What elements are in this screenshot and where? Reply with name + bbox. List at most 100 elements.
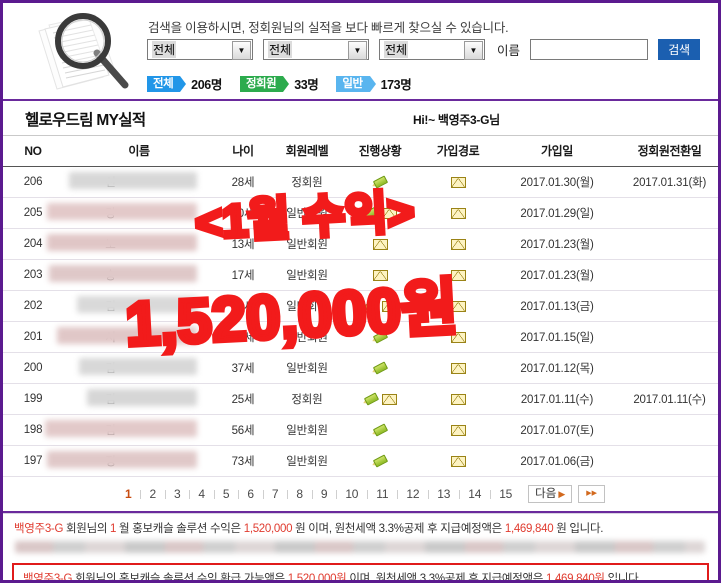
page-link-8[interactable]: 8 [287,487,311,501]
col-convertdate: 정회원전환일 [615,136,718,167]
envelope-icon[interactable] [381,393,397,405]
cell-no: 198 [3,414,63,446]
page-title: 헬로우드림 MY실적 [25,112,146,129]
envelope-icon[interactable] [450,176,466,188]
filter-select-1[interactable]: 전체 ▼ [147,39,253,60]
table-row[interactable]: 206 신 28세 정회원 2017.01.30(월) 2017.01.31(화) [3,166,718,198]
cell-path [417,445,499,477]
cell-path [417,352,499,384]
cell-joindate: 2017.01.23(월) [499,228,615,260]
table-row[interactable]: 198 김 56세 일반회원 2017.01.07(토) [3,414,718,446]
page-link-14[interactable]: 14 [459,487,490,501]
page-link-11[interactable]: 11 [367,487,397,501]
page-link-15[interactable]: 15 [490,487,521,501]
cell-joindate: 2017.01.13(금) [499,290,615,322]
cell-age: 21세 [215,290,271,322]
envelope-icon[interactable] [450,238,466,250]
cell-joindate: 2017.01.15(일) [499,321,615,353]
page-link-13[interactable]: 13 [428,487,459,501]
pencil-icon[interactable] [361,299,379,313]
cell-convertdate [615,321,718,353]
page-link-12[interactable]: 12 [397,487,428,501]
envelope-icon[interactable] [450,207,466,219]
chevron-down-icon[interactable]: ▼ [464,41,483,60]
search-button[interactable]: 검색 [658,39,701,60]
filter-select-2[interactable]: 전체 ▼ [263,39,369,60]
filter-select-3[interactable]: 전체 ▼ [379,39,485,60]
chevron-right-icon: ▶ [558,489,566,499]
col-age: 나이 [215,136,271,167]
table-row[interactable]: 202 김 21세 일반회원 2017.01.13(금) [3,290,718,322]
pencil-icon[interactable] [370,330,389,344]
cell-no: 197 [3,445,63,477]
envelope-icon[interactable] [450,331,466,343]
cell-joindate: 2017.01.29(일) [499,197,615,229]
next-page-button[interactable]: 다음 ▶ [528,485,573,503]
page-link-7[interactable]: 7 [262,487,287,501]
chevron-down-icon[interactable]: ▼ [348,41,367,60]
cell-path [417,321,499,353]
envelope-icon[interactable] [450,455,466,467]
page-link-4[interactable]: 4 [189,487,213,501]
envelope-icon[interactable] [381,300,397,312]
name-field-label: 이름 [497,44,521,58]
table-row[interactable]: 205 강 40세 일반회원 2017.01.29(일) [3,197,718,229]
name-search-input[interactable] [530,39,649,60]
envelope-icon[interactable] [450,362,466,374]
envelope-icon[interactable] [450,269,466,281]
pencil-icon[interactable] [361,392,379,406]
cell-age: 13세 [215,228,271,260]
col-level: 회원레벨 [271,136,343,167]
cell-joindate: 2017.01.12(목) [499,352,615,384]
table-row[interactable]: 203 송 17세 일반회원 2017.01.23(월) [3,259,718,291]
last-page-button[interactable]: ▶▶ [578,485,606,503]
page-link-10[interactable]: 10 [336,487,367,501]
redacted-name [47,234,197,251]
page-link-1[interactable]: 1 [124,487,132,501]
pencil-icon[interactable] [370,361,389,375]
cell-no: 199 [3,383,63,415]
envelope-icon[interactable] [450,393,466,405]
cell-no: 202 [3,290,63,322]
cell-level: 일반회원 [271,321,343,353]
col-progress: 진행상황 [343,136,417,167]
box-payout: 1,469,840원 [545,573,605,583]
chevron-down-icon[interactable]: ▼ [232,41,251,60]
page-link-3[interactable]: 3 [164,487,189,501]
envelope-icon[interactable] [450,424,466,436]
page-link-5[interactable]: 5 [213,487,238,501]
cell-path [417,383,499,415]
pencil-icon[interactable] [370,175,389,189]
cell-progress [343,445,417,477]
notice-seg1: 회원님의 [63,523,111,535]
redacted-name [45,420,197,437]
cell-convertdate [615,197,718,229]
envelope-icon[interactable] [450,300,466,312]
page-link-9[interactable]: 9 [311,487,336,501]
table-row[interactable]: 197 정 73세 일반회원 2017.01.06(금) [3,445,718,477]
member-name-visible: 정 [105,456,116,468]
table-row[interactable]: 199 김 25세 정회원 2017.01.11(수) 2017.01.11(수) [3,383,718,415]
next-page-label: 다음 [535,488,557,500]
table-row[interactable]: 201 서 25세 일반회원 2017.01.15(일) [3,321,718,353]
envelope-icon[interactable] [381,207,397,219]
table-row[interactable]: 204 노 13세 일반회원 2017.01.23(월) [3,228,718,260]
pencil-icon[interactable] [370,454,389,468]
page-link-2[interactable]: 2 [140,487,164,501]
cell-level: 일반회원 [271,197,343,229]
cell-name: 김 [63,290,215,322]
table-row[interactable]: 200 김 37세 일반회원 2017.01.12(목) [3,352,718,384]
cell-name: 김 [63,383,215,415]
envelope-icon[interactable] [372,238,388,250]
cell-level: 일반회원 [271,445,343,477]
count-total-tag: 전체 [147,75,187,92]
envelope-icon[interactable] [372,269,388,281]
page-link-6[interactable]: 6 [238,487,262,501]
pencil-icon[interactable] [370,423,389,437]
filter-select-3-value: 전체 [384,41,409,58]
pencil-icon[interactable] [361,206,379,220]
redacted-name [77,296,197,313]
cell-progress [343,166,417,198]
cell-progress [343,290,417,322]
user-greeting: Hi!~ 백영주3-G님 [413,113,500,127]
